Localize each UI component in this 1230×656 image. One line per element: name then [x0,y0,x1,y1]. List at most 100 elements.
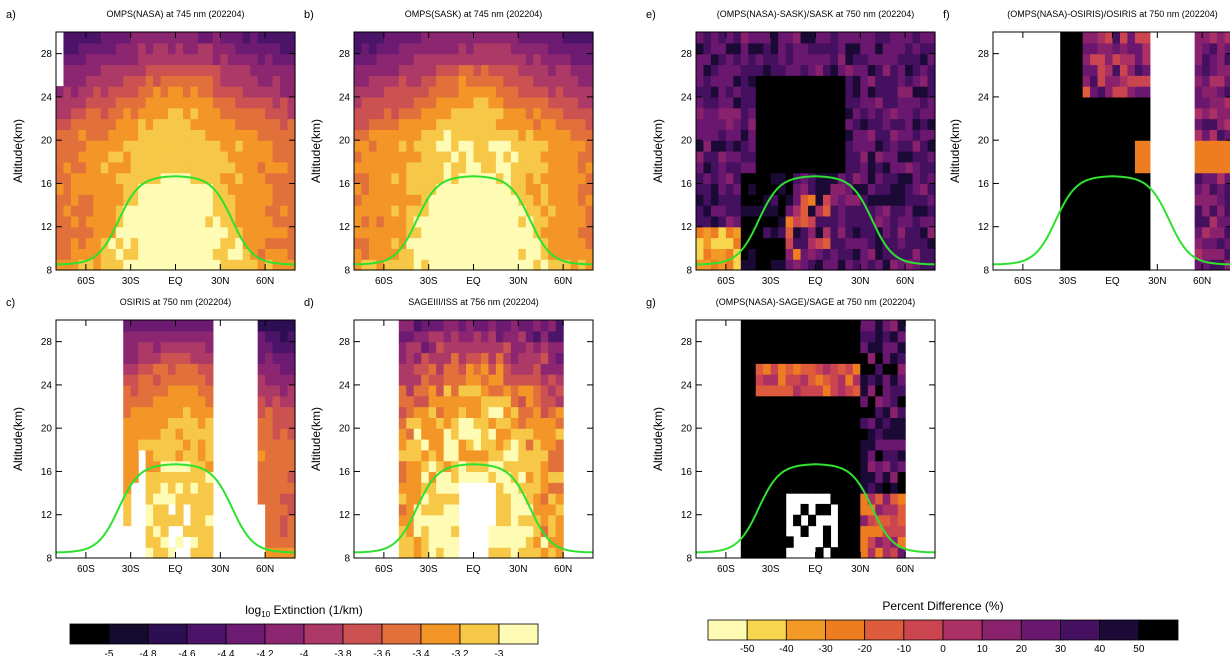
heatmap-cell [242,129,251,141]
heatmap-cell [130,205,139,217]
heatmap-cell [280,536,289,548]
heatmap-cell [815,96,824,109]
heatmap-cell [1097,75,1106,87]
heatmap-cell [578,42,587,55]
heatmap-cell [518,503,527,516]
heatmap-cell [763,514,772,527]
heatmap-cell [808,406,817,418]
heatmap-cell [123,384,132,397]
heatmap-cell [1127,129,1136,141]
x-tick-label: 30S [122,276,140,287]
heatmap-cell [860,406,869,418]
heatmap-cell [822,395,832,408]
heatmap-cell [391,237,400,249]
heatmap-cell [830,547,839,559]
tropopause-line [55,463,296,554]
heatmap-cell [354,161,363,174]
heatmap-cell [488,75,497,87]
heatmap-cell [845,96,854,109]
heatmap-cell [190,183,199,195]
heatmap-cell [488,248,497,260]
heatmap-cell [785,118,794,130]
heatmap-cell [488,118,497,130]
heatmap-cell [220,32,229,44]
heatmap-cell [168,259,177,271]
heatmap-cell [85,161,94,174]
heatmap-cell [822,352,832,364]
colorbar-swatch [1138,619,1179,641]
heatmap-cell [250,151,259,163]
heatmap-cell [755,96,764,109]
heatmap-cell [443,439,452,451]
heatmap-cell [1060,118,1069,130]
heatmap-cell [287,96,296,109]
heatmap-cell [525,471,534,483]
heatmap-cell [1075,75,1084,87]
heatmap-cell [510,172,519,185]
heatmap-cell [1134,259,1143,271]
heatmap-cell [413,151,422,163]
heatmap-cell [822,172,832,185]
heatmap-cell [182,406,192,418]
heatmap-cell [875,374,884,386]
heatmap-cell [525,395,534,408]
heatmap-cell [525,374,534,386]
x-tick-label: EQ [808,276,823,287]
heatmap-cell [265,330,274,343]
heatmap-cell [1119,237,1129,249]
heatmap-cell [1202,215,1211,228]
heatmap-cell [696,140,705,152]
heatmap-cell [123,439,132,451]
heatmap-cell [897,428,906,440]
heatmap-cell [770,514,779,527]
heatmap-cell [830,471,839,483]
heatmap-cell [503,172,512,185]
heatmap-cell [93,75,102,87]
heatmap-cell [540,140,549,152]
heatmap-cell [830,151,839,163]
heatmap-cell [466,118,475,130]
heatmap-cell [466,151,475,163]
heatmap-cell [1224,205,1230,217]
heatmap-cell [466,460,475,473]
heatmap-cell [123,32,132,44]
heatmap-cell [1097,183,1106,195]
heatmap-cell [548,194,557,206]
heatmap-cell [1134,42,1143,55]
heatmap-cell [473,460,482,473]
heatmap-cell [1067,205,1076,217]
heatmap-cell [1105,183,1114,195]
colorbar-swatch [746,619,787,641]
heatmap-cell [800,129,809,141]
heatmap-cell [138,384,147,397]
y-axis-label: Altitude(km) [948,119,962,183]
heatmap-cell [882,320,891,332]
y-tick-label: 8 [344,266,350,277]
heatmap-cell [451,183,460,195]
heatmap-cell [748,64,757,76]
heatmap-cell [815,172,824,185]
heatmap-cell [212,215,221,228]
heatmap-cell [770,32,779,44]
heatmap-cell [160,493,169,505]
heatmap-cell [145,330,154,343]
heatmap-cell [130,194,139,206]
heatmap-cell [763,439,772,451]
heatmap-cell [725,75,734,87]
heatmap-cell [488,471,497,483]
heatmap-cell [436,374,445,386]
heatmap-cell [376,75,385,87]
heatmap-cell [1082,248,1091,260]
heatmap-cell [130,460,139,473]
heatmap-cell [175,428,184,440]
heatmap-cell [63,226,72,239]
heatmap-cell [1082,32,1091,44]
heatmap-cell [703,32,712,44]
heatmap-cell [242,151,251,163]
heatmap-cell [153,514,162,527]
heatmap-cell [421,75,430,87]
heatmap-cell [740,525,749,537]
heatmap-cell [190,417,199,429]
heatmap-cell [867,53,876,66]
heatmap-cell [1075,107,1084,120]
